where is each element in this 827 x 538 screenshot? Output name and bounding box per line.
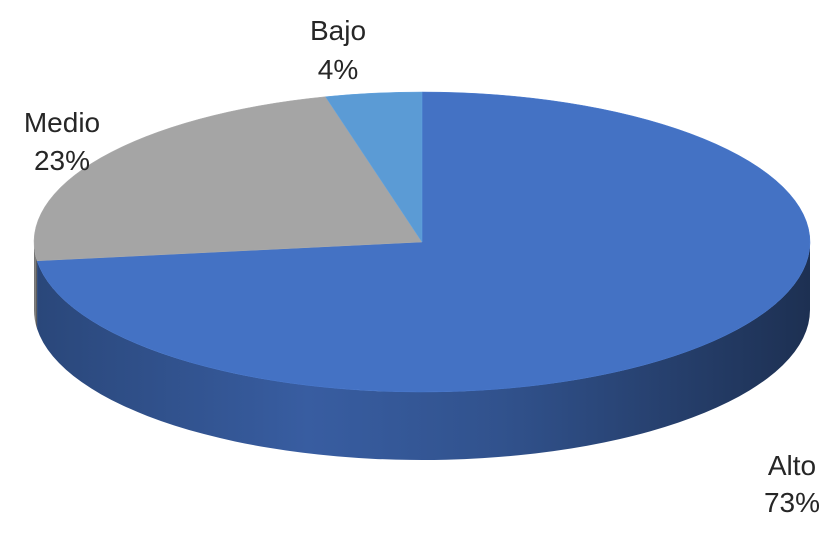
pie-sides <box>34 242 810 460</box>
slice-pct-alto: 73% <box>764 487 820 518</box>
pie-slice-alto <box>36 91 811 393</box>
slice-label-medio: Medio <box>24 107 100 138</box>
pie-side-alto <box>37 242 810 460</box>
pie-slice-bajo <box>325 91 423 243</box>
pie-labels: Alto 73% Medio 23% Bajo 4% <box>24 15 820 518</box>
slice-label-bajo: Bajo <box>310 15 366 46</box>
pie-tops <box>33 91 811 393</box>
pie-side-medio <box>34 242 38 329</box>
slice-pct-medio: 23% <box>34 145 90 176</box>
pie-slice-medio <box>33 96 423 262</box>
slice-pct-bajo: 4% <box>318 54 358 85</box>
slice-label-alto: Alto <box>768 450 816 481</box>
